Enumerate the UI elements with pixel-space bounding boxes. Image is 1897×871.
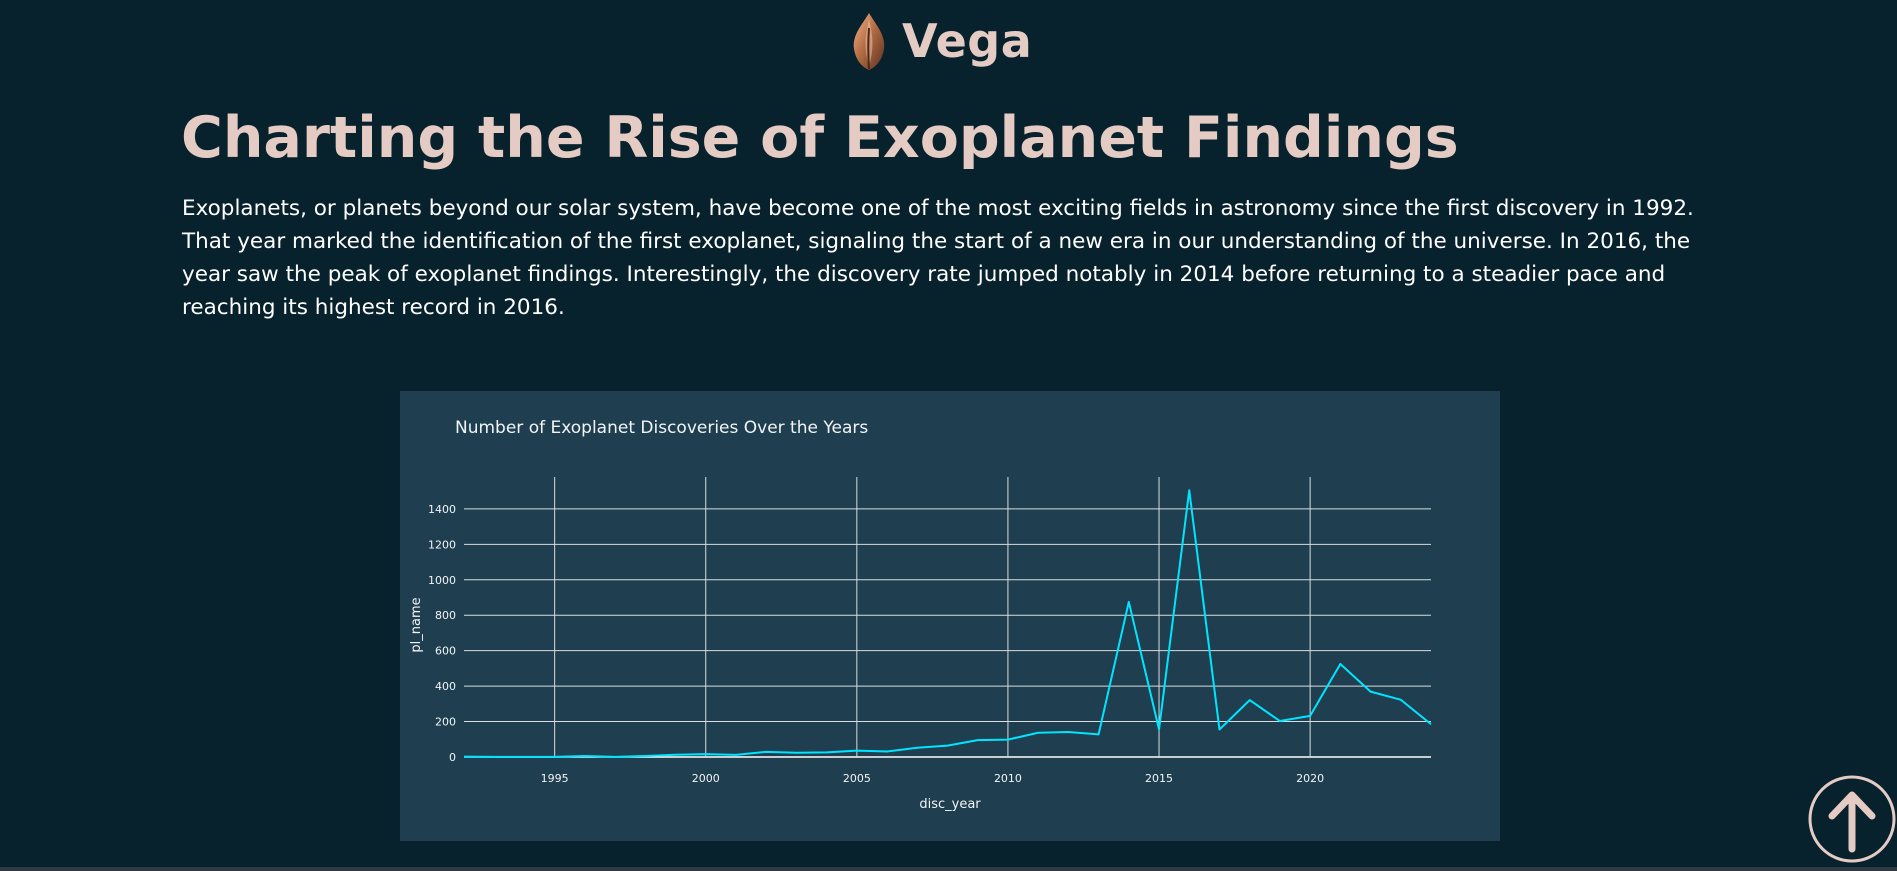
data-point (916, 747, 918, 749)
chart-card: Number of Exoplanet Discoveries Over the… (400, 391, 1500, 841)
chart-background (400, 391, 1500, 841)
data-point (1309, 715, 1311, 717)
x-tick-label: 2010 (994, 772, 1022, 785)
data-point (977, 739, 979, 741)
y-tick-label: 800 (435, 609, 456, 622)
y-axis: 0 200 400 600 800 1000 1200 1400 (428, 503, 456, 764)
x-tick-label: 2000 (692, 772, 720, 785)
data-point (1279, 720, 1281, 722)
brand-name: Vega (902, 14, 1033, 68)
flame-leaf-icon (853, 13, 885, 70)
data-point (1430, 723, 1432, 725)
data-point (1339, 663, 1341, 665)
data-point (735, 754, 737, 756)
data-point (946, 744, 948, 746)
data-point (1400, 699, 1402, 701)
data-point (553, 756, 555, 758)
intro-paragraph: Exoplanets, or planets beyond our solar … (182, 196, 1694, 320)
x-tick-label: 2005 (843, 772, 871, 785)
data-point (1248, 699, 1250, 701)
y-tick-label: 1200 (428, 538, 456, 551)
data-point (856, 749, 858, 751)
series-line (463, 489, 1432, 758)
arrow-up-icon (1808, 775, 1896, 863)
data-point (584, 755, 586, 757)
x-tick-label: 2015 (1145, 772, 1173, 785)
series-layer (463, 489, 1432, 758)
data-point (674, 753, 676, 755)
bottom-divider (0, 867, 1897, 871)
scroll-to-top-button[interactable] (1804, 771, 1897, 867)
x-tick-label: 1995 (541, 772, 569, 785)
data-point (523, 756, 525, 758)
data-point (1007, 738, 1009, 740)
data-point (463, 755, 465, 757)
y-tick-label: 400 (435, 680, 456, 693)
page-title: Charting the Rise of Exoplanet Findings (181, 105, 1459, 171)
data-point (886, 750, 888, 752)
x-tick-label: 2020 (1296, 772, 1324, 785)
data-point (825, 751, 827, 753)
data-point (1369, 690, 1371, 692)
y-tick-label: 1400 (428, 503, 456, 516)
discoveries-line-chart: Number of Exoplanet Discoveries Over the… (400, 391, 1500, 841)
data-point (614, 756, 616, 758)
y-tick-label: 200 (435, 716, 456, 729)
data-point (765, 751, 767, 753)
y-tick-label: 600 (435, 645, 456, 658)
data-point (1218, 728, 1220, 730)
data-point (1188, 489, 1190, 491)
brand[interactable]: Vega (850, 10, 1032, 72)
y-tick-label: 0 (449, 751, 456, 764)
data-point (493, 756, 495, 758)
data-point (1037, 732, 1039, 734)
data-point (795, 752, 797, 754)
data-point (1128, 601, 1130, 603)
data-point (1067, 731, 1069, 733)
y-tick-label: 1000 (428, 574, 456, 587)
x-axis: 1995 2000 2005 2010 2015 2020 (541, 772, 1324, 785)
data-point (1097, 733, 1099, 735)
x-axis-label: disc_year (919, 797, 981, 812)
y-axis-label: pl_name (409, 597, 424, 652)
chart-title: Number of Exoplanet Discoveries Over the… (455, 418, 868, 438)
data-point (705, 753, 707, 755)
data-point (644, 755, 646, 757)
data-point (1158, 728, 1160, 730)
